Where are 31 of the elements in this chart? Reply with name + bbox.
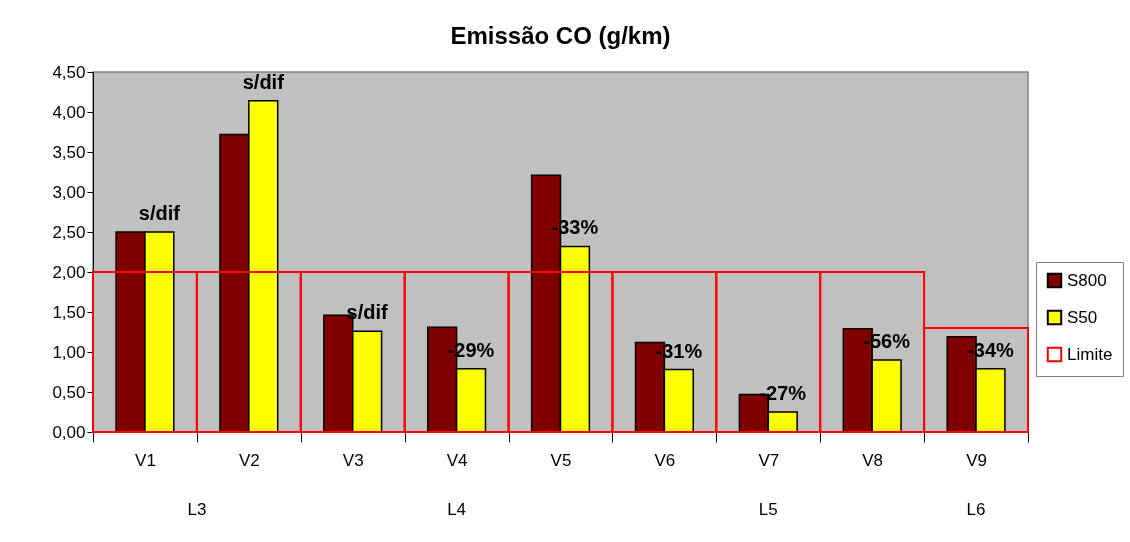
chart-title: Emissão CO (g/km) [450, 22, 671, 49]
annotation: s/dif [138, 202, 181, 224]
text: L6 [966, 500, 986, 519]
annotation: s/dif [242, 70, 285, 93]
y-tick-label: 1,00 [52, 342, 86, 362]
x-tick-label: V8 [862, 450, 884, 470]
y-tick-label: 2,50 [52, 222, 86, 242]
legend-label: Limite [1067, 344, 1113, 364]
y-tick-label: 3,50 [52, 142, 86, 162]
x-tick-label: V5 [550, 450, 572, 470]
x-tick-label: V2 [238, 450, 260, 470]
y-tick-label: 2,00 [52, 262, 86, 282]
annotation: -27% [759, 382, 807, 404]
y-tick-label: 1,50 [52, 302, 86, 322]
y-tick-label: 0,50 [52, 382, 86, 402]
x-tick-label: V1 [135, 450, 156, 470]
legend-label: S50 [1067, 307, 1098, 327]
text: L4 [447, 500, 467, 519]
legend-label: S800 [1067, 270, 1107, 290]
y-tick-label: 4,50 [52, 62, 86, 82]
text: L5 [758, 500, 778, 519]
text: L3 [187, 500, 207, 519]
x-tick-label: V3 [342, 450, 364, 470]
annotation: s/dif [346, 301, 389, 324]
x-tick-label: V7 [758, 450, 780, 470]
y-tick-label: 0,00 [52, 422, 86, 442]
x-tick-label: V9 [966, 450, 987, 470]
y-tick-label: 3,00 [52, 182, 86, 202]
x-tick-label: V4 [446, 450, 468, 470]
y-tick-label: 4,00 [52, 102, 86, 122]
x-tick-label: V6 [654, 450, 676, 470]
